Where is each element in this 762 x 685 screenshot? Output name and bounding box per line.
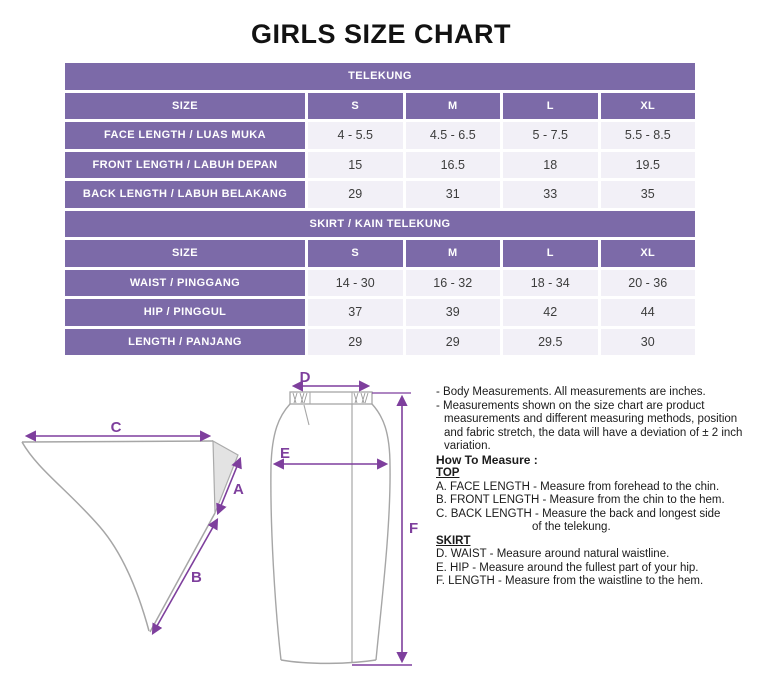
table-cell: 29.5 bbox=[503, 328, 598, 355]
table-cell: 5 - 7.5 bbox=[503, 122, 598, 149]
size-col-m: M bbox=[405, 240, 500, 267]
instruction-length: F. LENGTH - Measure from the waistline t… bbox=[436, 575, 704, 587]
note-line-2: - Measurements shown on the size chart a… bbox=[436, 399, 743, 453]
skirt-dart bbox=[303, 404, 310, 426]
table-cell: 44 bbox=[600, 299, 695, 326]
telekung-gusset-triangle bbox=[212, 439, 239, 514]
size-col-s: S bbox=[308, 240, 403, 267]
skirt-diagram: D E F bbox=[270, 372, 418, 666]
measurement-diagrams: C A B D E F bbox=[21, 372, 418, 666]
measurement-notes: - Body Measurements. All measurements ar… bbox=[436, 386, 754, 589]
label-f: F bbox=[409, 520, 418, 537]
telekung-front-edge bbox=[149, 512, 216, 633]
page-title: GIRLS SIZE CHART bbox=[250, 19, 511, 49]
size-col-l: L bbox=[503, 92, 598, 119]
size-col-xl: XL bbox=[600, 92, 695, 119]
section-header-telekung: TELEKUNG bbox=[65, 63, 695, 90]
elastic-hatch-right bbox=[353, 392, 369, 404]
label-d: D bbox=[300, 372, 311, 386]
size-col-s: S bbox=[308, 92, 403, 119]
table-cell: 39 bbox=[405, 299, 500, 326]
row-label-waist: WAIST / PINGGANG bbox=[65, 269, 305, 296]
size-row-label: SIZE bbox=[65, 240, 305, 267]
label-e: E bbox=[280, 445, 290, 462]
skirt-hem bbox=[280, 659, 377, 665]
label-a: A bbox=[233, 481, 244, 498]
section-header-skirt: SKIRT / KAIN TELEKUNG bbox=[65, 210, 695, 237]
skirt-right-edge bbox=[371, 403, 391, 661]
row-label-hip: HIP / PINGGUL bbox=[65, 299, 305, 326]
table-cell: 20 - 36 bbox=[600, 269, 695, 296]
row-label-back-length: BACK LENGTH / LABUH BELAKANG bbox=[65, 181, 305, 208]
table-cell: 4.5 - 6.5 bbox=[405, 122, 500, 149]
size-col-l: L bbox=[503, 240, 598, 267]
size-col-m: M bbox=[405, 92, 500, 119]
instruction-hip: E. HIP - Measure around the fullest part… bbox=[436, 561, 699, 574]
size-col-xl: XL bbox=[600, 240, 695, 267]
note-line-1: - Body Measurements. All measurements ar… bbox=[436, 386, 706, 398]
table-cell: 29 bbox=[308, 181, 403, 208]
row-label-front-length: FRONT LENGTH / LABUH DEPAN bbox=[65, 151, 305, 178]
table-cell: 42 bbox=[503, 299, 598, 326]
elastic-hatch-left bbox=[292, 392, 308, 404]
table-cell: 18 bbox=[503, 151, 598, 178]
telekung-diagram: C A B bbox=[21, 419, 244, 635]
table-cell: 35 bbox=[600, 181, 695, 208]
instruction-face-length: A. FACE LENGTH - Measure from forehead t… bbox=[436, 480, 720, 493]
table-cell: 5.5 - 8.5 bbox=[600, 122, 695, 149]
top-section-heading: TOP bbox=[436, 467, 460, 479]
how-to-measure-heading: How To Measure : bbox=[436, 452, 538, 467]
table-cell: 18 - 34 bbox=[503, 269, 598, 296]
table-cell: 33 bbox=[503, 181, 598, 208]
instruction-back-length-continued: of the telekung. bbox=[532, 521, 611, 533]
skirt-left-edge bbox=[270, 403, 291, 661]
table-cell: 31 bbox=[405, 181, 500, 208]
table-cell: 16.5 bbox=[405, 151, 500, 178]
measure-arrow-a bbox=[216, 456, 242, 516]
instruction-back-length: C. BACK LENGTH - Measure the back and lo… bbox=[436, 507, 721, 520]
table-cell: 16 - 32 bbox=[405, 269, 500, 296]
table-cell: 30 bbox=[600, 328, 695, 355]
measure-arrow-b bbox=[151, 518, 219, 635]
size-row-label: SIZE bbox=[65, 92, 305, 119]
telekung-left-edge bbox=[21, 441, 150, 632]
table-cell: 29 bbox=[308, 328, 403, 355]
table-cell: 4 - 5.5 bbox=[308, 122, 403, 149]
instruction-front-length: B. FRONT LENGTH - Measure from the chin … bbox=[436, 494, 725, 506]
telekung-top-edge bbox=[21, 440, 214, 443]
table-cell: 37 bbox=[308, 299, 403, 326]
table-cell: 14 - 30 bbox=[308, 269, 403, 296]
row-label-length: LENGTH / PANJANG bbox=[65, 328, 305, 355]
table-cell: 19.5 bbox=[600, 151, 695, 178]
label-c: C bbox=[111, 419, 122, 436]
size-table: TELEKUNG SIZE S M L XL FACE LENGTH / LUA… bbox=[65, 63, 695, 355]
label-b: B bbox=[191, 569, 202, 586]
instruction-waist: D. WAIST - Measure around natural waistl… bbox=[436, 548, 670, 560]
waistband-dividers bbox=[309, 392, 353, 404]
table-cell: 29 bbox=[405, 328, 500, 355]
row-label-face-length: FACE LENGTH / LUAS MUKA bbox=[65, 122, 305, 149]
skirt-section-heading: SKIRT bbox=[436, 534, 471, 547]
table-cell: 15 bbox=[308, 151, 403, 178]
